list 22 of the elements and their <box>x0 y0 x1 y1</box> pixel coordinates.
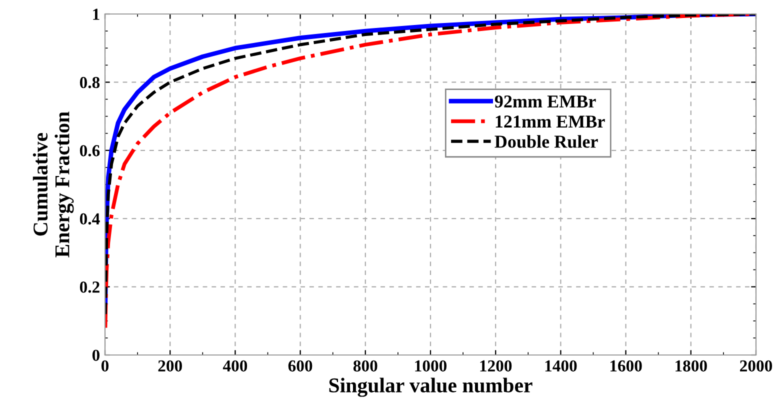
x-tick-label: 1200 <box>480 360 512 372</box>
x-tick-label: 600 <box>288 360 312 372</box>
x-tick-label: 400 <box>222 360 248 372</box>
y-tick-label: 0.8 <box>80 76 100 88</box>
x-tick-label: 200 <box>158 360 182 372</box>
x-tick-label: 1800 <box>676 360 707 372</box>
x-tick-label: 1400 <box>545 360 577 372</box>
x-axis-title: Singular value number <box>329 378 532 397</box>
x-tick-label: 1600 <box>610 360 642 372</box>
y-axis-title: Cumulative Energy Fraction <box>32 112 74 258</box>
x-tick-label: 0 <box>101 360 109 372</box>
legend-label: 121mm EMBr <box>496 116 605 128</box>
x-tick-label: 800 <box>353 360 378 372</box>
y-tick-label: 0.4 <box>80 213 100 225</box>
y-tick-label: 0 <box>92 350 100 361</box>
legend-label: Double Ruler <box>494 135 598 148</box>
legend-label: 92mm EMBr <box>494 95 596 108</box>
y-tick-label: 0.6 <box>80 145 100 156</box>
y-tick-label: 0.2 <box>80 282 100 293</box>
y-tick-label: 1 <box>93 8 100 20</box>
x-tick-label: 1000 <box>415 360 447 372</box>
x-tick-label: 2000 <box>740 360 772 372</box>
